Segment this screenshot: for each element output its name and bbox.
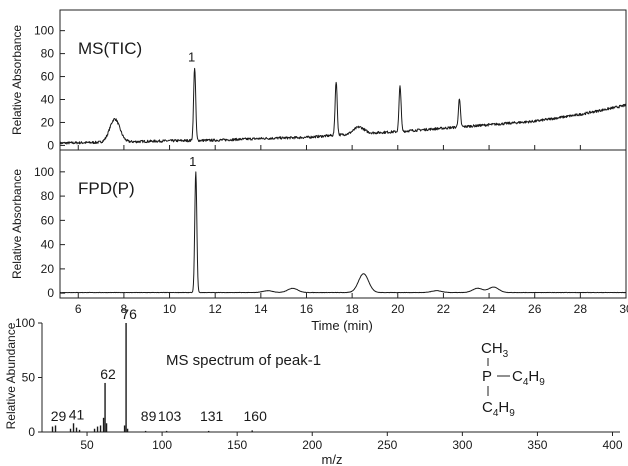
fpd-y-axis-label: Relative Absorbance [10,169,24,279]
spectrum-x-ticks: 50 100 150 200 250 300 350 400 [80,432,623,452]
x-tick-label: 200 [302,438,322,452]
spectrum-y-ticks: 0 50 100 [15,316,42,439]
y-tick-label: 20 [41,115,55,129]
time-axis-label: Time (min) [311,318,373,333]
structure-butyl-bottom: C4H9 [482,399,515,419]
x-tick-label: 50 [80,438,94,452]
y-tick-label: 40 [41,238,55,252]
tic-y-axis-label: Relative Absorbance [10,25,24,135]
x-tick-label: 22 [437,302,451,316]
mz-label: 62 [100,366,116,382]
chemical-structure: CH3 P C4H9 C4H9 [481,340,545,419]
tic-chromatogram-panel: 0 20 40 60 80 100 1 MS(TIC) Relative Absorban… [10,9,627,152]
tic-panel-label: MS(TIC) [78,39,142,58]
x-tick-label: 8 [121,302,128,316]
y-tick-label: 0 [47,138,54,152]
x-tick-label: 20 [391,302,405,316]
x-tick-label: 6 [75,302,82,316]
fpd-y-ticks: 0 20 40 60 80 100 [34,165,65,300]
fpd-trace [59,171,627,294]
spectrum-peak-labels: 29 41 62 76 89 103 131 160 [51,306,267,424]
x-tick-label: 300 [452,438,472,452]
spectrum-y-axis-label: Relative Abundance [4,322,18,429]
tic-peak-labels: 1 [188,49,195,64]
mz-label: 89 [141,408,157,424]
y-tick-label: 40 [41,93,55,107]
y-tick-label: 0 [47,286,54,300]
x-tick-label: 150 [227,438,247,452]
fpd-panel-label: FPD(P) [78,179,135,198]
x-tick-label: 30 [619,302,628,316]
y-tick-label: 50 [22,371,36,385]
structure-methyl: CH3 [481,340,509,360]
mz-axis-label: m/z [322,452,343,466]
x-tick-label: 350 [527,438,547,452]
x-tick-label: 14 [254,302,268,316]
x-tick-label: 10 [163,302,177,316]
y-tick-label: 100 [34,24,54,38]
x-tick-label: 16 [300,302,314,316]
y-tick-label: 60 [41,213,55,227]
tic-plot-frame [59,9,627,151]
x-tick-label: 18 [345,302,359,316]
x-tick-label: 250 [377,438,397,452]
y-tick-label: 100 [34,165,54,179]
y-tick-label: 100 [15,316,35,330]
structure-phosphorus: P [482,368,492,385]
x-tick-label: 400 [602,438,622,452]
fpd-peak-labels: 1 [189,154,196,169]
mz-label: 103 [158,408,182,424]
tic-x-ticks [77,145,627,150]
x-tick-label: 24 [482,302,496,316]
x-tick-label: 28 [574,302,588,316]
mass-spectrum-panel: 0 50 100 50 100 150 200 250 300 350 400 29 41 62 76 8… [4,306,623,466]
fpd-x-ticks: 6 8 10 12 14 16 18 20 22 24 26 28 30 [75,293,628,316]
peak-label: 1 [189,154,196,169]
y-tick-label: 60 [41,70,55,84]
peak-label: 1 [188,49,195,64]
fpd-plot-frame [59,149,627,299]
spectrum-peaks [51,323,253,432]
y-tick-label: 20 [41,262,55,276]
tic-trace [59,67,627,145]
mz-label: 29 [51,408,67,424]
y-tick-label: 0 [28,425,35,439]
y-tick-label: 80 [41,47,55,61]
x-tick-label: 12 [209,302,223,316]
tic-y-ticks: 0 20 40 60 80 100 [34,24,65,152]
mz-label: 41 [69,406,85,422]
mz-label: 76 [121,306,137,322]
structure-butyl-right: C4H9 [512,368,545,388]
mz-label: 131 [200,408,224,424]
mz-label: 160 [244,408,268,424]
y-tick-label: 80 [41,189,55,203]
x-tick-label: 26 [528,302,542,316]
spectrum-title: MS spectrum of peak-1 [166,352,321,369]
x-tick-label: 100 [152,438,172,452]
